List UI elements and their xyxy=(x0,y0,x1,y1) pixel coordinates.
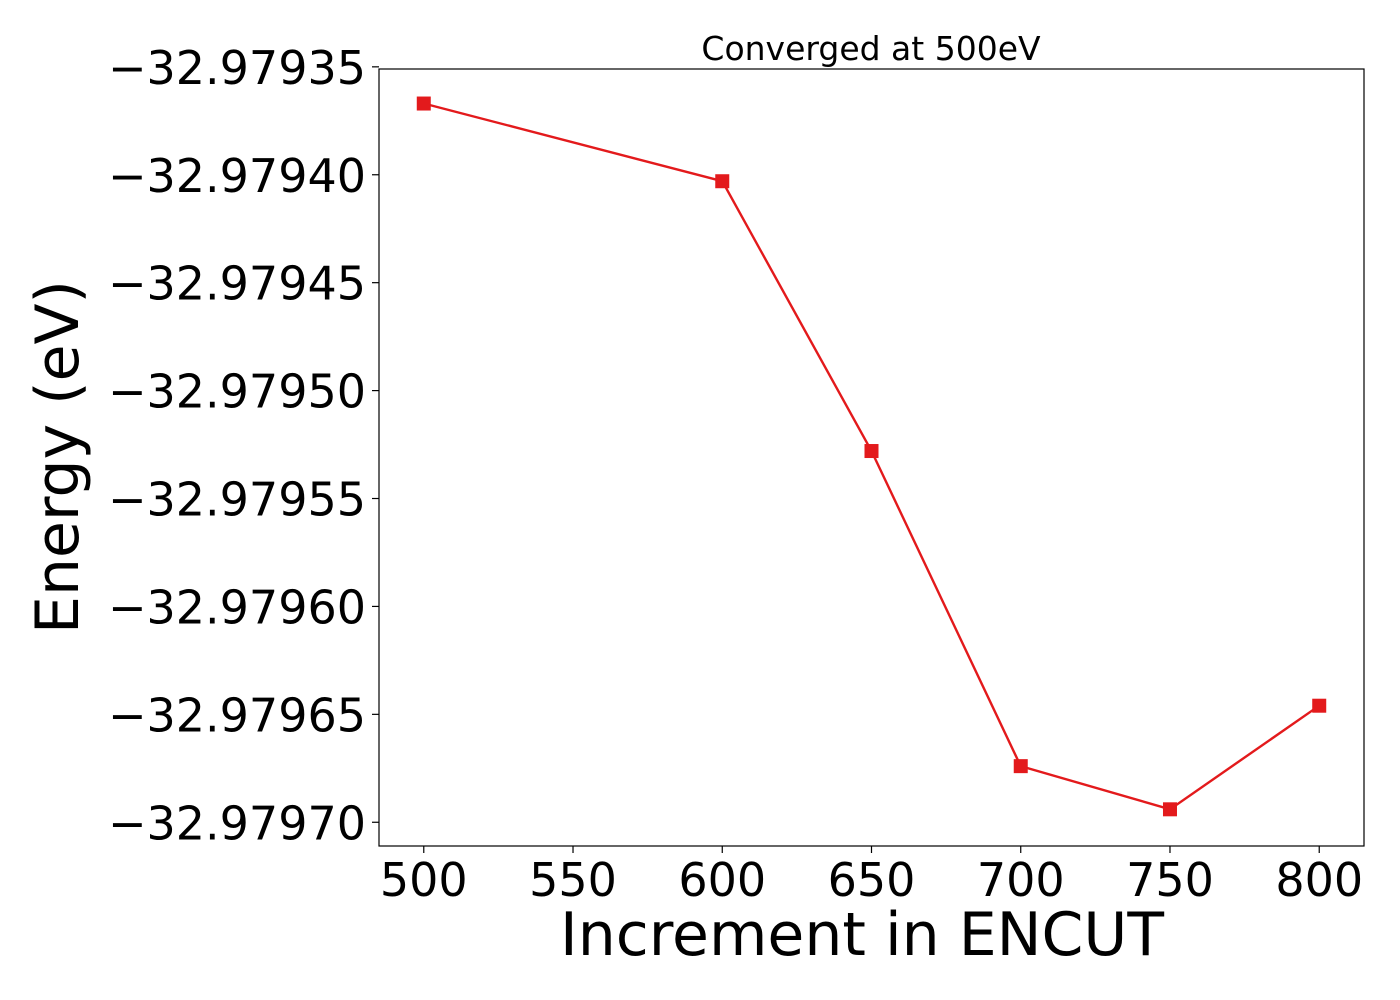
data-point-marker xyxy=(715,174,730,189)
series-line xyxy=(423,102,1320,811)
series-layer xyxy=(416,96,1327,817)
x-tick-label: 700 xyxy=(977,853,1065,907)
x-axis-label: Increment in ENCUT xyxy=(560,900,1164,970)
data-point-marker xyxy=(1312,698,1327,713)
y-tick-label: −32.97935 xyxy=(108,41,366,95)
y-tick-label: −32.97965 xyxy=(108,688,366,742)
data-point-marker xyxy=(1013,759,1028,774)
y-tick-label: −32.97955 xyxy=(108,473,366,527)
data-point-marker xyxy=(864,444,879,459)
x-tick-label: 750 xyxy=(1126,853,1214,907)
y-axis-label: Energy (eV) xyxy=(23,280,93,634)
x-tick-label: 600 xyxy=(678,853,766,907)
x-axis-ticks: 500 550 600 650 700 750 800 xyxy=(380,846,1363,907)
y-tick-label: −32.97960 xyxy=(108,580,366,634)
y-tick-label: −32.97950 xyxy=(108,365,366,419)
y-tick-label: −32.97945 xyxy=(108,257,366,311)
data-point-marker xyxy=(416,96,431,111)
chart-title: Converged at 500eV xyxy=(701,29,1041,68)
x-tick-label: 500 xyxy=(380,853,468,907)
data-point-marker xyxy=(1162,802,1177,817)
x-tick-label: 650 xyxy=(828,853,916,907)
y-tick-label: −32.97970 xyxy=(108,796,366,850)
x-tick-label: 550 xyxy=(529,853,617,907)
x-tick-label: 800 xyxy=(1275,853,1363,907)
y-axis-ticks: −32.97935 −32.97940 −32.97945 −32.97950 −32.… xyxy=(108,41,379,850)
y-tick-label: −32.97940 xyxy=(108,149,366,203)
